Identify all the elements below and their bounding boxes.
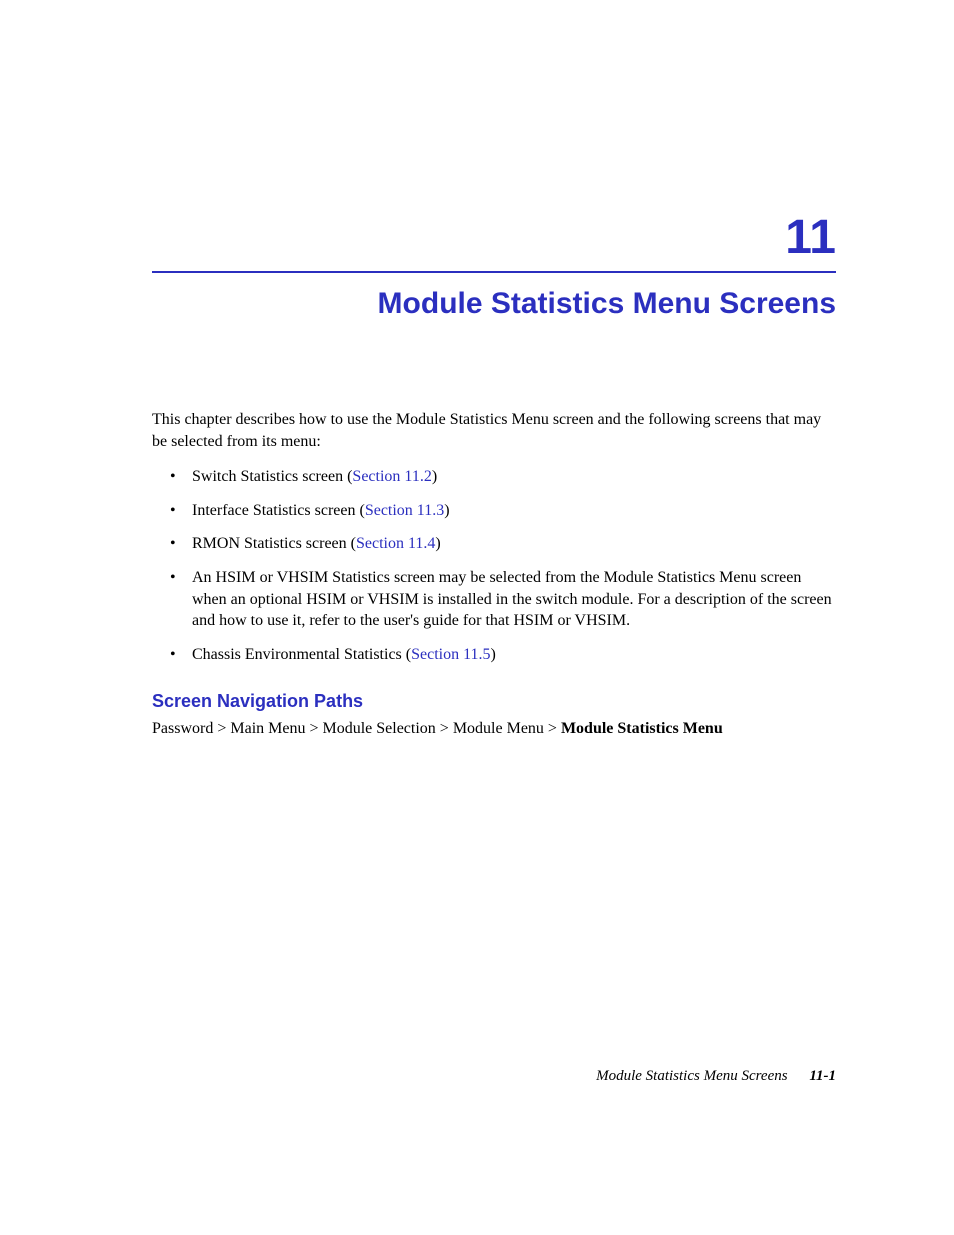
bullet-text: Interface Statistics screen ( (192, 502, 365, 519)
bullet-item: Chassis Environmental Statistics (Sectio… (176, 644, 836, 666)
chapter-rule (152, 271, 836, 273)
bullet-item: Interface Statistics screen (Section 11.… (176, 500, 836, 522)
section-link[interactable]: Section 11.3 (365, 502, 444, 519)
page-container: 11 Module Statistics Menu Screens This c… (0, 0, 954, 740)
nav-path-prefix: Password > Main Menu > Module Selection … (152, 720, 561, 737)
nav-path-current: Module Statistics Menu (561, 720, 723, 737)
section-link[interactable]: Section 11.2 (352, 468, 431, 485)
bullet-text: An HSIM or VHSIM Statistics screen may b… (192, 569, 832, 629)
section-heading: Screen Navigation Paths (152, 691, 836, 712)
footer-title: Module Statistics Menu Screens (596, 1068, 787, 1084)
bullet-suffix: ) (435, 535, 440, 552)
bullet-suffix: ) (444, 502, 449, 519)
navigation-path: Password > Main Menu > Module Selection … (152, 718, 836, 740)
bullet-suffix: ) (491, 646, 496, 663)
page-footer: Module Statistics Menu Screens 11-1 (596, 1068, 836, 1085)
chapter-title: Module Statistics Menu Screens (152, 287, 836, 321)
footer-page-number: 11-1 (809, 1068, 836, 1084)
intro-paragraph: This chapter describes how to use the Mo… (152, 409, 836, 452)
bullet-text: Switch Statistics screen ( (192, 468, 352, 485)
bullet-text: RMON Statistics screen ( (192, 535, 356, 552)
bullet-item: An HSIM or VHSIM Statistics screen may b… (176, 567, 836, 632)
bullet-text: Chassis Environmental Statistics ( (192, 646, 411, 663)
bullet-list: Switch Statistics screen (Section 11.2) … (152, 466, 836, 665)
section-link[interactable]: Section 11.5 (411, 646, 490, 663)
bullet-suffix: ) (432, 468, 437, 485)
section-link[interactable]: Section 11.4 (356, 535, 435, 552)
bullet-item: Switch Statistics screen (Section 11.2) (176, 466, 836, 488)
bullet-item: RMON Statistics screen (Section 11.4) (176, 533, 836, 555)
chapter-number: 11 (152, 210, 836, 265)
